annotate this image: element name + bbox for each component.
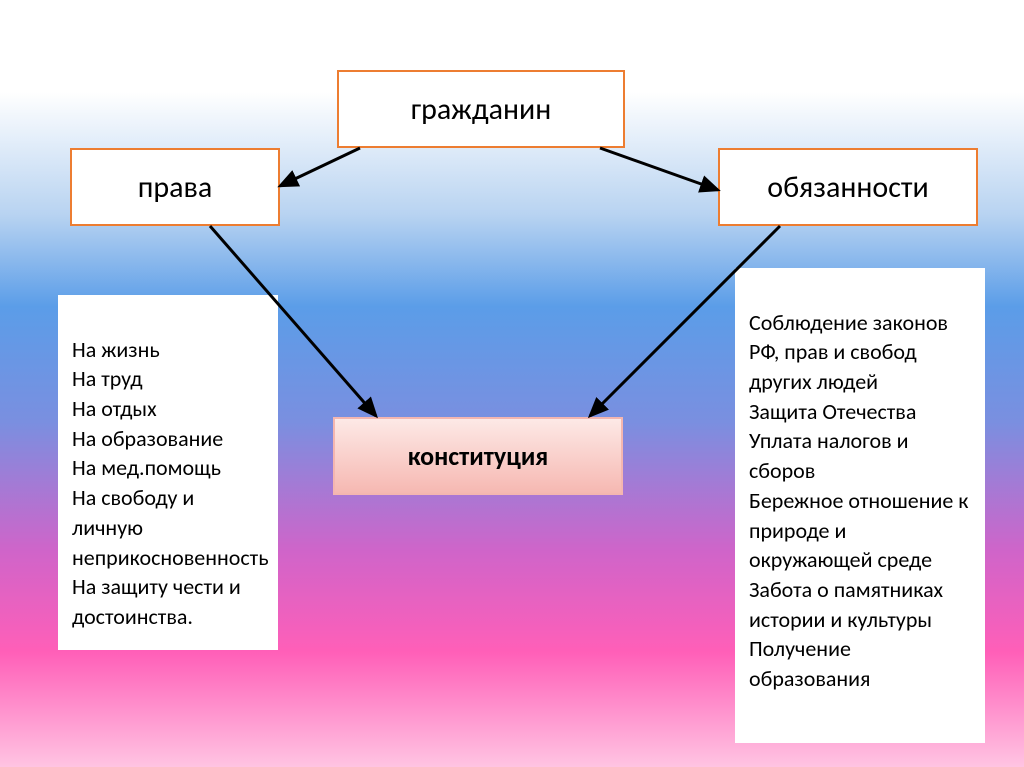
node-rights: права [70, 148, 280, 226]
rights-list-box: На жизнь На труд На отдых На образование… [58, 295, 278, 650]
node-duties: обязанности [718, 148, 978, 226]
edge-citizen-duties [600, 148, 718, 190]
node-constitution-label: конституция [408, 440, 549, 472]
node-duties-label: обязанности [767, 169, 929, 206]
duties-list-text: Соблюдение законов РФ, прав и свобод дру… [749, 309, 968, 692]
node-rights-label: права [138, 169, 213, 206]
diagram-canvas: гражданин права обязанности конституция … [0, 0, 1024, 767]
node-citizen: гражданин [337, 70, 625, 148]
node-constitution: конституция [333, 417, 623, 495]
edge-citizen-rights [280, 148, 360, 186]
duties-list-box: Соблюдение законов РФ, прав и свобод дру… [735, 268, 985, 743]
node-citizen-label: гражданин [411, 91, 552, 128]
rights-list-text: На жизнь На труд На отдых На образование… [72, 336, 269, 630]
